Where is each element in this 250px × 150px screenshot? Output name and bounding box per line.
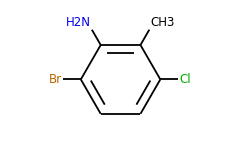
Text: Cl: Cl bbox=[179, 73, 191, 86]
Text: H2N: H2N bbox=[66, 16, 90, 29]
Text: CH3: CH3 bbox=[150, 16, 175, 29]
Text: Br: Br bbox=[49, 73, 62, 86]
